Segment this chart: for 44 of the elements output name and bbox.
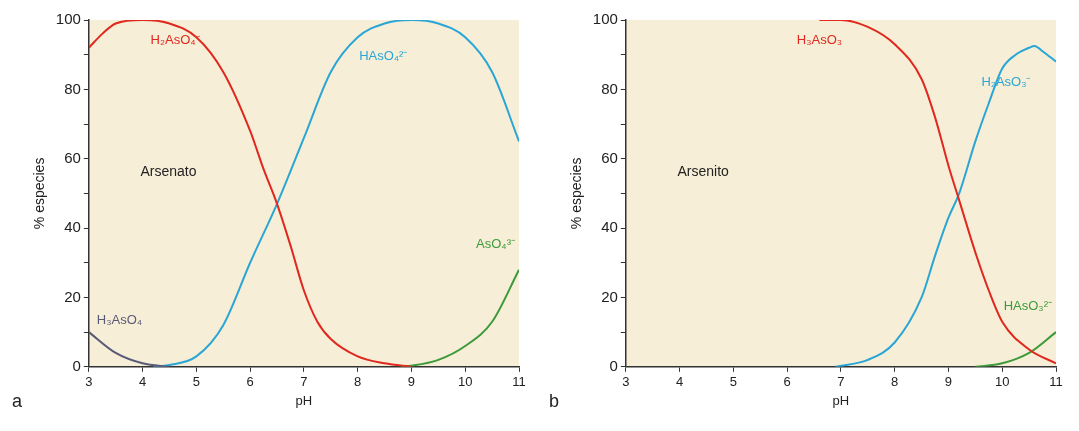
x-tick-label: 3 <box>85 374 93 390</box>
x-tick-label: 4 <box>675 374 684 390</box>
x-tick-label: 5 <box>192 374 200 390</box>
x-tick-label: 6 <box>783 374 791 390</box>
y-tick-label: 40 <box>64 218 81 236</box>
x-tick-label: 10 <box>994 374 1010 390</box>
series-label: H₃AsO₃ <box>796 32 843 47</box>
x-tick-label: 9 <box>944 374 953 390</box>
y-tick-label: 20 <box>64 287 81 305</box>
annotation: Arsenito <box>677 163 730 180</box>
series-label: HAsO₄²⁻ <box>359 48 408 63</box>
x-tick-label: 10 <box>457 374 473 390</box>
x-tick-label: 11 <box>1049 374 1063 390</box>
series-label: AsO₄³⁻ <box>476 235 515 251</box>
x-tick-label: 8 <box>891 374 899 390</box>
series-label: H₂AsO₄⁻ <box>150 32 200 47</box>
y-tick-label: 20 <box>601 287 618 305</box>
x-axis-title: pH <box>832 392 850 408</box>
y-axis-title: % especies <box>31 157 48 230</box>
x-tick-label: 6 <box>246 374 254 390</box>
x-tick-label: 4 <box>138 374 147 390</box>
series-label: HAsO₃²⁻ <box>1003 298 1052 314</box>
y-tick-label: 60 <box>64 148 81 166</box>
x-tick-label: 9 <box>407 374 416 390</box>
y-tick-label: 100 <box>592 10 618 28</box>
x-tick-label: 3 <box>622 374 630 390</box>
y-tick-label: 0 <box>609 356 618 374</box>
x-tick-label: 7 <box>837 374 845 390</box>
x-axis-title: pH <box>295 392 313 408</box>
y-tick-label: 40 <box>601 218 618 236</box>
x-tick-label: 11 <box>512 374 526 390</box>
y-tick-label: 100 <box>55 10 81 28</box>
y-axis-title: % especies <box>568 157 585 230</box>
annotation: Arsenato <box>140 163 197 180</box>
y-tick-label: 80 <box>64 79 81 97</box>
text: b <box>549 391 560 411</box>
text: a <box>12 391 23 411</box>
x-tick-label: 5 <box>729 374 737 390</box>
x-tick-label: 7 <box>300 374 308 390</box>
y-tick-label: 0 <box>72 356 81 374</box>
series-label: H₃AsO₄ <box>96 312 143 328</box>
y-tick-label: 60 <box>601 148 618 166</box>
y-tick-label: 80 <box>601 79 618 97</box>
x-tick-label: 8 <box>354 374 362 390</box>
